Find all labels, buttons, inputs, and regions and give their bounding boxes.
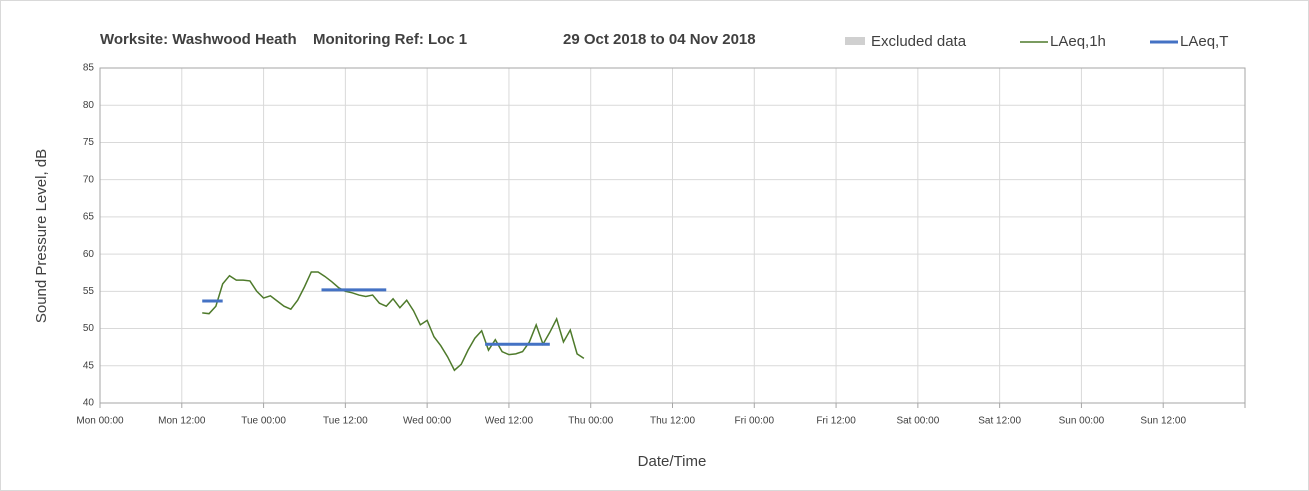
- series-line: [202, 271, 585, 372]
- legend-label: LAeq,T: [1180, 33, 1228, 50]
- x-tick-label: Wed 12:00: [485, 416, 534, 427]
- y-tick-label: 75: [83, 137, 95, 148]
- y-tick-label: 45: [83, 360, 95, 371]
- y-tick-label: 40: [83, 398, 95, 409]
- y-tick-label: 60: [83, 249, 95, 260]
- plot-frame: [99, 67, 1246, 404]
- x-tick-label: Wed 00:00: [403, 416, 452, 427]
- y-tick-label: 50: [83, 323, 95, 334]
- y-tick-label: 55: [83, 286, 95, 297]
- x-tick-label: Sat 12:00: [978, 416, 1021, 427]
- x-axis-label: Date/Time: [638, 453, 707, 470]
- legend-swatch: [845, 37, 865, 45]
- x-tick-label: Mon 12:00: [158, 416, 206, 427]
- y-tick-label: 65: [83, 212, 95, 223]
- title-dates: 29 Oct 2018 to 04 Nov 2018: [563, 31, 756, 48]
- legend-label: Excluded data: [871, 33, 967, 50]
- x-tick-label: Tue 00:00: [241, 416, 286, 427]
- y-tick-label: 70: [83, 174, 95, 185]
- y-axis-label: Sound Pressure Level, dB: [33, 149, 50, 323]
- x-tick-label: Thu 12:00: [650, 416, 695, 427]
- title-worksite: Worksite: Washwood Heath: [100, 31, 297, 48]
- x-tick-label: Fri 00:00: [735, 416, 775, 427]
- x-tick-label: Mon 00:00: [76, 416, 124, 427]
- title-ref: Monitoring Ref: Loc 1: [313, 31, 467, 48]
- x-tick-label: Sun 12:00: [1140, 416, 1186, 427]
- y-tick-label: 85: [83, 63, 95, 74]
- x-tick-label: Sat 00:00: [896, 416, 939, 427]
- x-tick-label: Sun 00:00: [1059, 416, 1105, 427]
- x-tick-label: Thu 00:00: [568, 416, 613, 427]
- y-tick-label: 80: [83, 100, 95, 111]
- x-tick-label: Fri 12:00: [816, 416, 856, 427]
- x-tick-label: Tue 12:00: [323, 416, 368, 427]
- legend-label: LAeq,1h: [1050, 33, 1106, 50]
